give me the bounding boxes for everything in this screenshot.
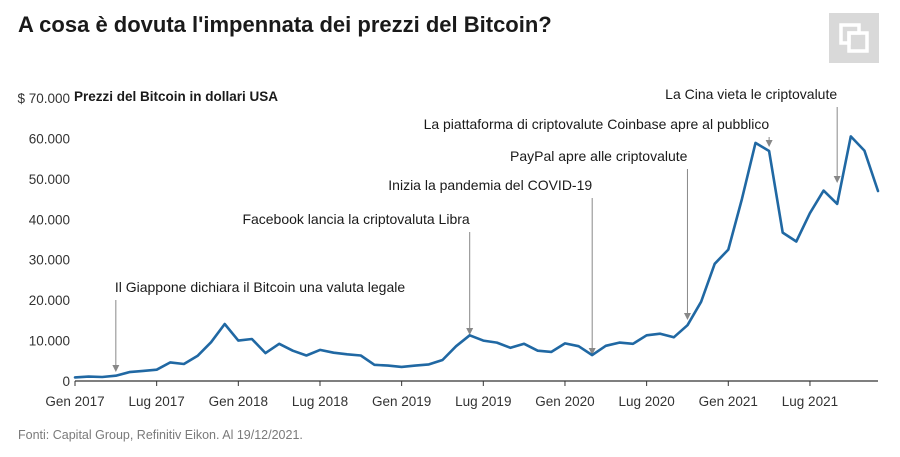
x-tick-label: Gen 2018 — [209, 394, 268, 409]
x-tick-label: Lug 2017 — [129, 394, 185, 409]
annotation-arrowhead — [112, 365, 120, 372]
y-tick-label: 20.000 — [29, 293, 70, 308]
annotation-label: La Cina vieta le criptovalute — [665, 86, 837, 102]
annotation-arrowhead — [683, 313, 691, 320]
x-tick-label: Gen 2019 — [372, 394, 431, 409]
y-tick-label: 10.000 — [29, 334, 70, 349]
annotation-arrowhead — [765, 140, 773, 147]
annotation-label: La piattaforma di criptovalute Coinbase … — [424, 116, 770, 132]
source-note: Fonti: Capital Group, Refinitiv Eikon. A… — [18, 428, 303, 442]
y-tick-label: 0 — [62, 374, 70, 389]
annotation-label: Il Giappone dichiara il Bitcoin una valu… — [115, 279, 406, 295]
x-tick-label: Lug 2018 — [292, 394, 348, 409]
x-tick-label: Lug 2020 — [618, 394, 674, 409]
x-tick-label: Lug 2019 — [455, 394, 511, 409]
chart-subtitle: Prezzi del Bitcoin in dollari USA — [74, 89, 279, 104]
annotation-arrowhead — [588, 348, 596, 355]
annotation-arrowhead — [466, 328, 474, 335]
y-tick-label: 40.000 — [29, 212, 70, 227]
y-tick-label: $ 70.000 — [17, 91, 70, 106]
annotation-label: Inizia la pandemia del COVID-19 — [388, 177, 592, 193]
annotation-label: PayPal apre alle criptovalute — [510, 148, 688, 164]
y-tick-label: 60.000 — [29, 131, 70, 146]
x-tick-label: Gen 2020 — [535, 394, 594, 409]
capital-group-logo-icon — [829, 13, 879, 63]
x-tick-label: Lug 2021 — [782, 394, 838, 409]
annotation-label: Facebook lancia la criptovaluta Libra — [242, 211, 469, 227]
bitcoin-price-line — [73, 135, 880, 379]
x-tick-label: Gen 2017 — [45, 394, 104, 409]
x-tick-label: Gen 2021 — [699, 394, 758, 409]
page-title: A cosa è dovuta l'impennata dei prezzi d… — [18, 12, 552, 37]
y-tick-label: 30.000 — [29, 253, 70, 268]
annotation-arrowhead — [833, 176, 841, 183]
y-tick-label: 50.000 — [29, 172, 70, 187]
